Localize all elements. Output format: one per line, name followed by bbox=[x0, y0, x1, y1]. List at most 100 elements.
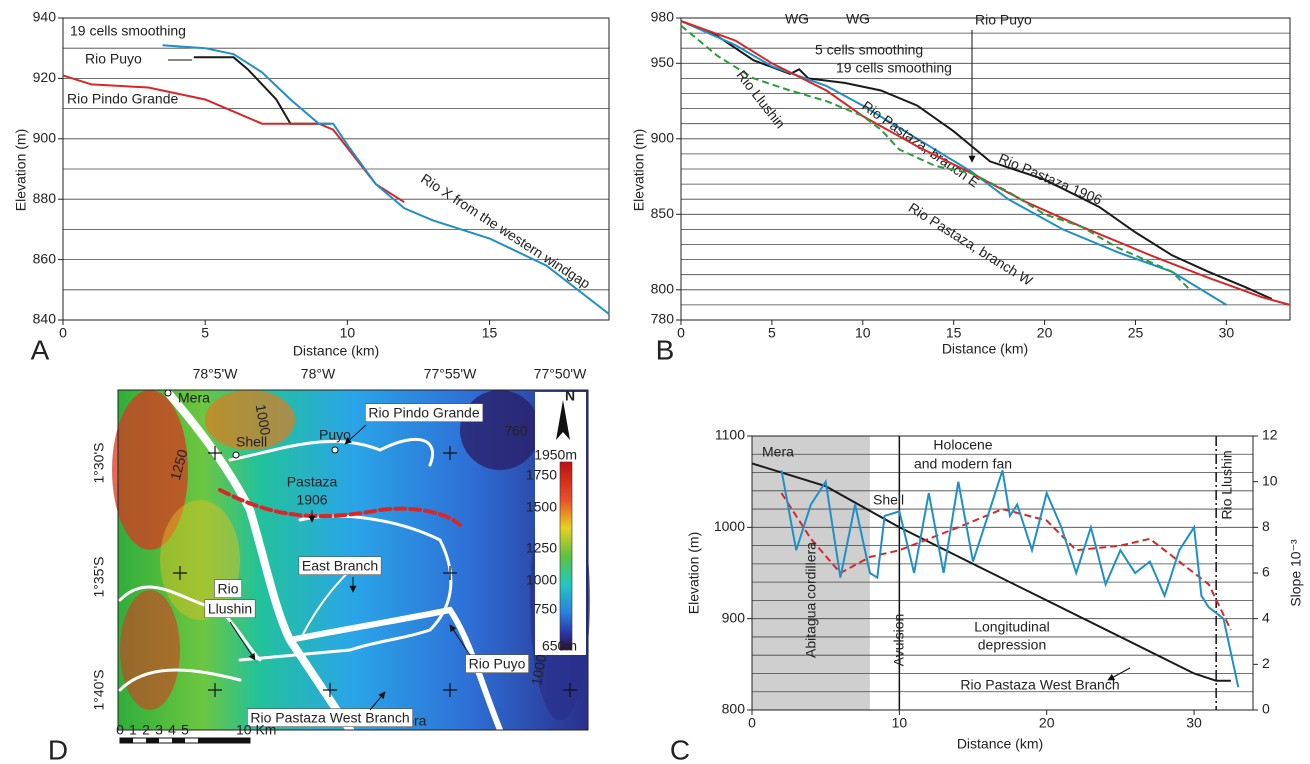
colorbar bbox=[559, 461, 573, 651]
contour-label: 760 bbox=[504, 423, 528, 439]
y-tick-label: 880 bbox=[33, 190, 57, 206]
colorbar-label: 1500 bbox=[526, 499, 557, 515]
annotation: 1906 bbox=[296, 492, 327, 508]
arrow bbox=[449, 624, 471, 656]
panel-label: C bbox=[670, 734, 690, 764]
annotation: 19 cells smoothing bbox=[836, 60, 952, 76]
y-axis-title: Elevation (m) bbox=[686, 532, 702, 614]
x-axis-title: Distance (km) bbox=[293, 343, 379, 359]
y2-axis-title: Slope 10⁻³ bbox=[1288, 539, 1304, 607]
panel-label: A bbox=[31, 334, 50, 365]
lat-label: 1°40'S bbox=[91, 670, 107, 711]
annotation: 5 cells smoothing bbox=[815, 42, 923, 58]
scale-label: 3 bbox=[155, 722, 163, 738]
y-tick-label: 840 bbox=[33, 311, 57, 327]
y-tick-label: 1000 bbox=[714, 518, 745, 534]
place-label: Puyo bbox=[319, 427, 351, 443]
y2-tick-label: 0 bbox=[1262, 701, 1270, 717]
y-tick-label: 900 bbox=[722, 609, 746, 625]
river-label: Rio Puyo bbox=[469, 656, 526, 672]
place-marker bbox=[232, 451, 240, 459]
place-label: Shell bbox=[236, 434, 267, 450]
y-tick-label: 940 bbox=[33, 9, 57, 25]
y2-tick-label: 2 bbox=[1262, 655, 1270, 671]
colorbar-label: 1950m bbox=[534, 447, 577, 463]
panel-label: B bbox=[656, 334, 675, 365]
series-label: Rio X from the western windgap bbox=[418, 170, 593, 292]
y-tick-label: 900 bbox=[33, 130, 57, 146]
river-label: Rio Pindo Grande bbox=[368, 405, 480, 421]
label-box bbox=[465, 654, 529, 674]
relief bbox=[120, 590, 180, 710]
label-box bbox=[214, 579, 243, 599]
lat-label: 1°30'S bbox=[91, 443, 107, 484]
colorbar-label: 650m bbox=[542, 638, 577, 654]
x-tick-label: 5 bbox=[768, 325, 776, 341]
label-box bbox=[298, 556, 382, 576]
annotation: depression bbox=[978, 637, 1047, 653]
x-axis-title: Distance (km) bbox=[942, 341, 1028, 357]
lat-label: 1°35'S bbox=[91, 557, 107, 598]
series-line bbox=[162, 44, 610, 315]
place-marker bbox=[331, 446, 339, 454]
y-tick-label: 920 bbox=[33, 69, 57, 85]
colorbar-label: 1750 bbox=[526, 467, 557, 483]
north-arrow bbox=[556, 400, 570, 440]
x-tick-label: 0 bbox=[677, 325, 685, 341]
scale-label: 4 bbox=[168, 722, 176, 738]
label-box bbox=[204, 599, 256, 619]
series-line bbox=[780, 469, 1240, 688]
series-line bbox=[751, 462, 1231, 682]
y2-tick-label: 10 bbox=[1262, 472, 1278, 488]
scale-bar-fill bbox=[120, 738, 250, 743]
place-marker bbox=[164, 389, 172, 397]
series-line bbox=[62, 74, 405, 204]
series-label: Rio Llushin bbox=[733, 67, 788, 131]
y2-tick-label: 6 bbox=[1262, 564, 1270, 580]
y2-tick-label: 4 bbox=[1262, 609, 1270, 625]
chart-panel: 840 860 880 900 920 940 0 5 10 15 Rio Puyo Rio Pind… bbox=[13, 9, 610, 365]
arrow bbox=[1107, 667, 1131, 681]
river-label: Llushin bbox=[208, 601, 252, 617]
series-label: Rio Pastaza, branch E bbox=[859, 97, 982, 190]
x-tick-label: 30 bbox=[1186, 715, 1202, 731]
annotation: WG bbox=[846, 11, 870, 27]
x-tick-label: 10 bbox=[340, 325, 356, 341]
x-tick-label: 30 bbox=[1219, 325, 1235, 341]
y-tick-label: 780 bbox=[651, 311, 675, 327]
y-tick-label: 1100 bbox=[715, 427, 745, 443]
series-line bbox=[680, 20, 1227, 306]
x-tick-label: 0 bbox=[748, 715, 756, 731]
annotation: Abitagua cordillera bbox=[803, 542, 819, 658]
arrow bbox=[344, 424, 367, 445]
chart-panel: 780 800 850 900 950 980 0 5 10 15 20 25 30 Rio Pastaz… bbox=[631, 9, 1291, 365]
river-label: Rio bbox=[217, 581, 238, 597]
series-line bbox=[193, 56, 331, 125]
annotation: and modern fan bbox=[914, 456, 1012, 472]
x-tick-label: 15 bbox=[482, 325, 498, 341]
plot-frame bbox=[751, 435, 1254, 711]
series-label: Rio Pindo Grande bbox=[67, 91, 179, 107]
scale-label: 2 bbox=[142, 722, 150, 738]
rivers bbox=[118, 391, 503, 734]
scale-label: 10 Km bbox=[236, 722, 276, 738]
y-tick-label: 850 bbox=[651, 205, 675, 221]
annotation: Holocene bbox=[933, 437, 992, 453]
contour-label: 1000 bbox=[528, 653, 549, 687]
contour-label: 1250 bbox=[167, 447, 191, 481]
relief bbox=[460, 390, 540, 470]
place-label: Mera bbox=[178, 390, 210, 406]
annotation: Mera bbox=[762, 444, 794, 460]
annotation: Longitudinal bbox=[974, 619, 1050, 635]
map-panel: 78°5'W 78°W 77°55'W 77°50'W 1°30'S 1°35'S 1°40… bbox=[48, 366, 590, 764]
relief bbox=[112, 390, 188, 550]
y-tick-label: 860 bbox=[33, 250, 57, 266]
x-tick-label: 5 bbox=[201, 325, 209, 341]
colorbar-label: 1000 bbox=[526, 572, 557, 588]
annotation: Shell bbox=[873, 492, 904, 508]
lon-label: 78°W bbox=[301, 366, 336, 382]
x-tick-label: 25 bbox=[1128, 325, 1144, 341]
x-tick-label: 0 bbox=[59, 325, 67, 341]
river-label: East Branch bbox=[302, 558, 378, 574]
